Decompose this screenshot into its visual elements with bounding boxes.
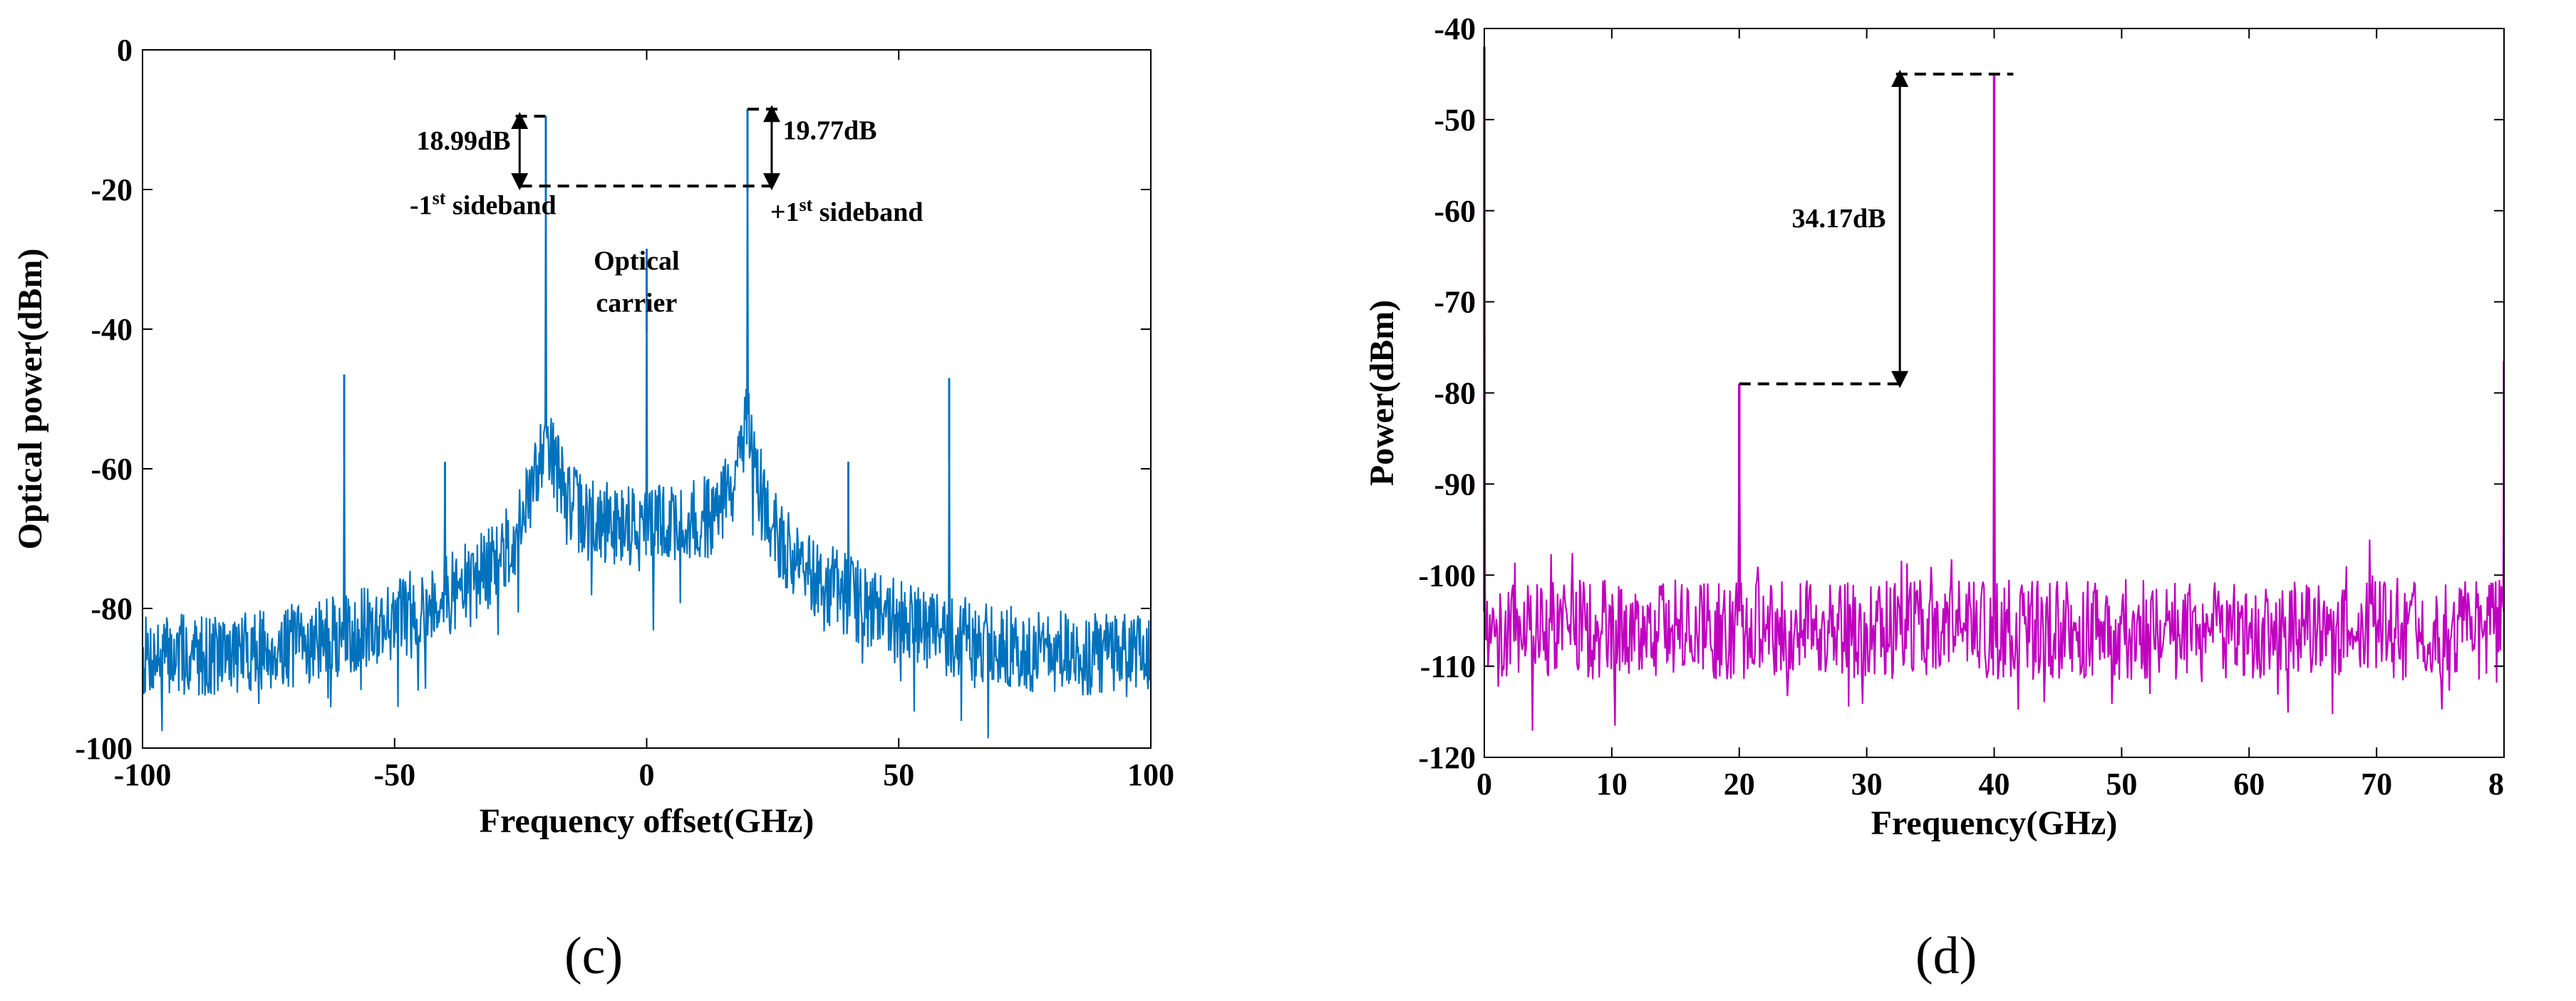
y-axis-label-d: Power(dBm) xyxy=(1363,300,1401,486)
y-tick-label-d: -90 xyxy=(1434,467,1476,502)
x-tick-label-d: 40 xyxy=(1979,767,2010,802)
y-tick-label-d: -40 xyxy=(1434,11,1476,46)
x-tick-label-d: 30 xyxy=(1851,767,1883,802)
y-tick-label-d: -60 xyxy=(1434,194,1476,229)
x-tick-label-c: 0 xyxy=(639,757,655,792)
x-tick-label-d: 60 xyxy=(2233,767,2265,802)
chart-d: 0 10 20 30 40 50 60 70 80 -40 -50 -60 -70 -80 -90 -100 -… xyxy=(1363,11,2505,842)
y-axis-label-c: Optical power(dBm) xyxy=(11,249,49,550)
minus-first-sideband-label-c: -1st sideband xyxy=(410,187,557,220)
y-tick-label-c: -40 xyxy=(90,312,133,347)
y-tick-label-c: -100 xyxy=(75,731,133,766)
y-tick-label-c: -20 xyxy=(90,172,133,207)
carrier-label-line2-c: carrier xyxy=(596,289,677,318)
y-tick-label-d: -110 xyxy=(1420,649,1476,684)
x-tick-label-c: -100 xyxy=(114,757,172,792)
x-tick-label-c: 50 xyxy=(883,757,914,792)
minus-first-sup-c: st xyxy=(433,187,446,208)
plus-first-sup-c: st xyxy=(799,195,812,215)
x-tick-label-c: 100 xyxy=(1127,757,1174,792)
x-tick-label-d: 10 xyxy=(1596,767,1628,802)
delta-label-d: 34.17dB xyxy=(1791,204,1886,234)
y-tick-label-c: 0 xyxy=(117,33,133,68)
y-tick-label-d: -100 xyxy=(1418,558,1476,593)
x-tick-label-d: 20 xyxy=(1724,767,1755,802)
x-tick-label-d: 70 xyxy=(2361,767,2392,802)
x-axis-label-d: Frequency(GHz) xyxy=(1871,804,2118,842)
x-tick-label-d: 80 xyxy=(2488,767,2505,802)
x-tick-label-c: -50 xyxy=(373,757,415,792)
carrier-label-line1-c: Optical xyxy=(594,247,679,276)
y-tick-label-c: -60 xyxy=(90,452,133,487)
right-delta-label-c: 19.77dB xyxy=(783,115,877,145)
y-tick-label-d: -80 xyxy=(1434,376,1476,411)
y-tick-label-d: -70 xyxy=(1434,285,1476,320)
plus-first-sideband-label-c: +1st sideband xyxy=(770,195,924,227)
y-tick-label-c: -80 xyxy=(90,591,133,626)
x-axis-label-c: Frequency offset(GHz) xyxy=(480,802,814,840)
plus-first-word-c: sideband xyxy=(812,197,923,227)
x-tick-label-d: 50 xyxy=(2106,767,2137,802)
minus-first-word-c: sideband xyxy=(445,190,556,220)
y-tick-label-d: -50 xyxy=(1434,103,1476,138)
plus-first-prefix-c: +1 xyxy=(770,197,800,227)
y-tick-label-d: -120 xyxy=(1418,740,1476,775)
x-tick-label-d: 0 xyxy=(1476,767,1492,802)
panel-label-c: (c) xyxy=(564,927,624,985)
minus-first-prefix-c: -1 xyxy=(410,190,433,220)
panel-label-d: (d) xyxy=(1915,927,1977,985)
chart-c: -100 -50 0 50 100 0 -20 -40 -60 -80 -100 Frequency … xyxy=(11,33,1174,840)
left-delta-label-c: 18.99dB xyxy=(416,126,510,156)
